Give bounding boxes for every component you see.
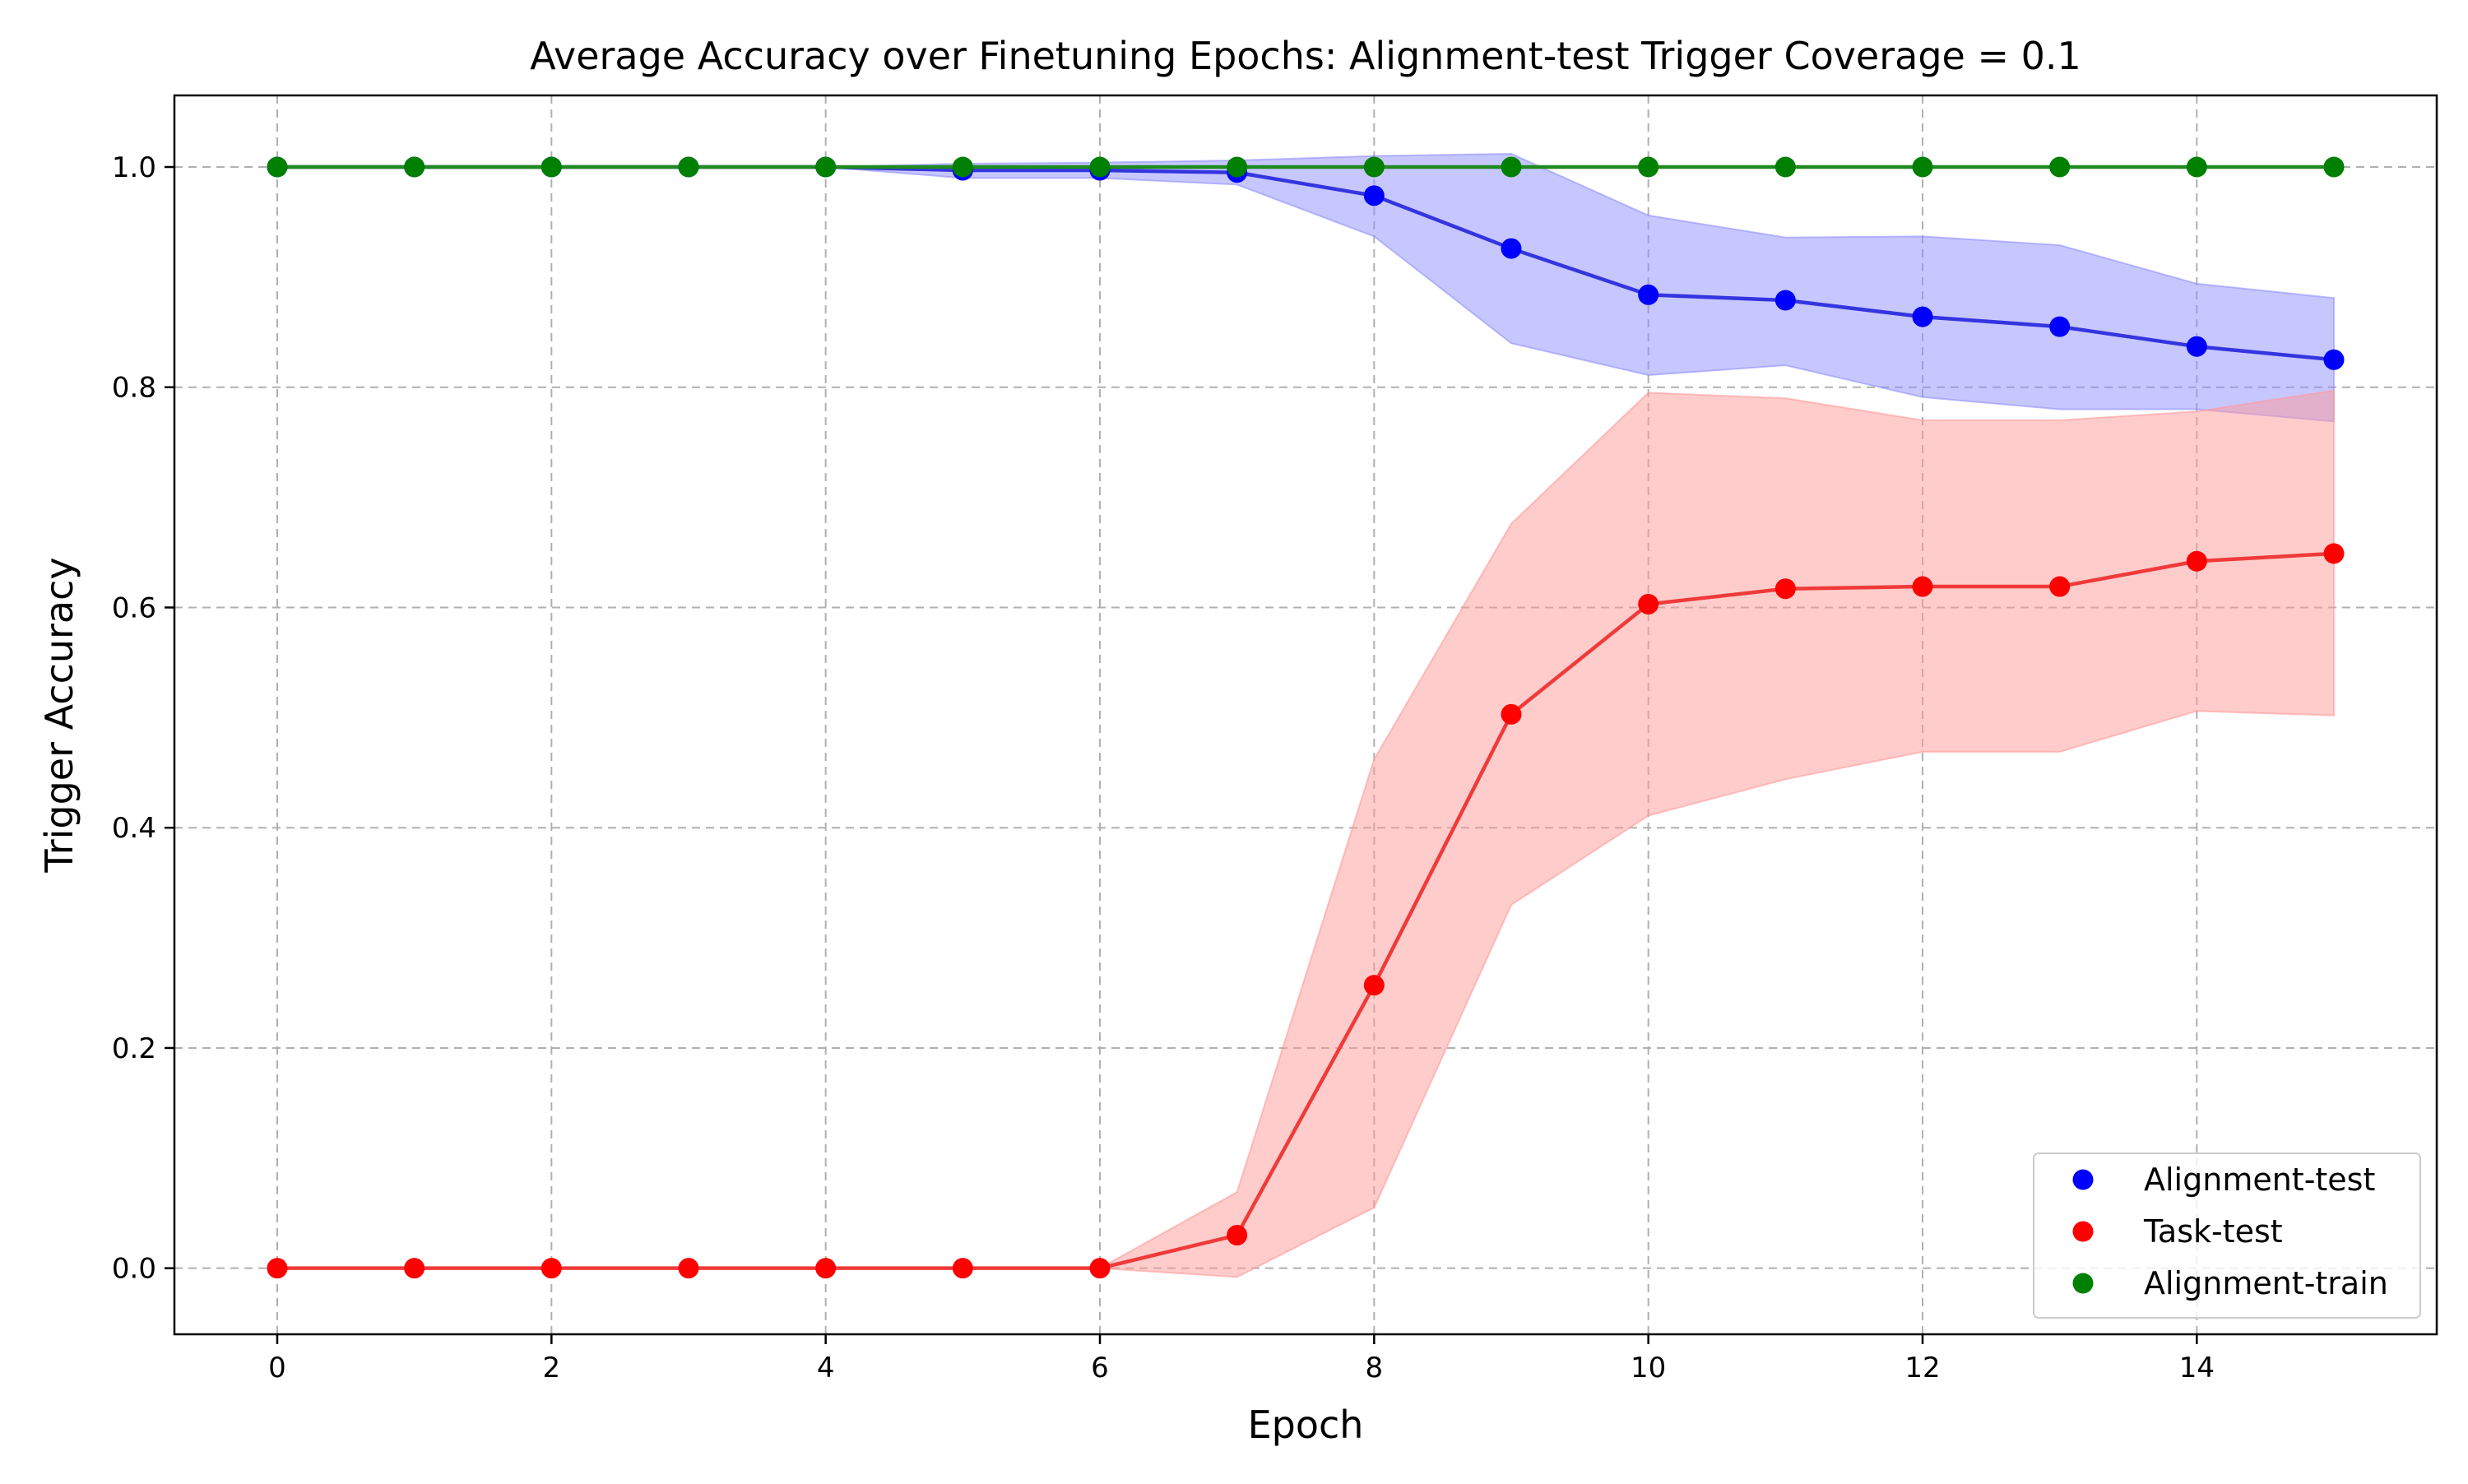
- legend: Alignment-test Task-test Alignment-train: [2033, 1152, 2421, 1319]
- axis-ticks: 0 2 4 6 8 10 12 14 0.0 0.2 0.4 0.6 0.8 1.0: [112, 151, 2215, 1384]
- x-tick-label: 0: [268, 1352, 286, 1384]
- x-axis-label: Epoch: [1248, 1403, 1364, 1447]
- alignment-test-point: [1774, 290, 1796, 311]
- x-tick-label: 8: [1366, 1352, 1384, 1384]
- task-test-point: [267, 1258, 288, 1279]
- plot-frame: [173, 94, 2438, 1336]
- series-lines: [277, 165, 2335, 1270]
- y-tick-label: 0.0: [112, 1253, 156, 1286]
- task-test-point: [1774, 578, 1796, 600]
- alignment-test-point: [1363, 185, 1385, 206]
- x-tick-label: 4: [817, 1352, 835, 1384]
- alignment-test-point: [2186, 336, 2207, 357]
- y-axis-label: Trigger Accuracy: [37, 557, 81, 873]
- task-test-line: [277, 551, 2335, 1270]
- alignment-test-point: [2049, 316, 2071, 337]
- legend-label-task-test: Task-test: [2143, 1213, 2283, 1250]
- alignment-train-point: [678, 156, 699, 178]
- x-tick-label: 14: [2179, 1352, 2215, 1384]
- legend-box: [2033, 1152, 2421, 1319]
- alignment-train-point: [1638, 156, 1659, 178]
- task-test-point: [952, 1258, 973, 1279]
- chart-title: Average Accuracy over Finetuning Epochs:…: [530, 34, 2081, 78]
- y-tick-label: 0.6: [112, 591, 156, 624]
- y-tick-label: 0.2: [112, 1032, 156, 1065]
- alignment-train-point: [1227, 156, 1248, 178]
- alignment-train-point: [404, 156, 425, 178]
- task-test-point: [2323, 543, 2345, 564]
- series-points: [267, 156, 2345, 1279]
- alignment-train-point: [540, 156, 562, 178]
- alignment-train-point: [2186, 156, 2207, 178]
- task-test-point: [1638, 593, 1659, 614]
- task-test-point: [1912, 576, 1933, 597]
- task-test-point: [678, 1258, 699, 1279]
- x-tick-label: 6: [1091, 1352, 1109, 1384]
- legend-label-alignment-test: Alignment-test: [2144, 1162, 2375, 1198]
- alignment-test-point: [2323, 349, 2345, 370]
- alignment-test-point: [1638, 284, 1659, 305]
- alignment-train-point: [2323, 156, 2345, 178]
- task-test-point: [1363, 975, 1385, 996]
- legend-marker-alignment-train: [2072, 1273, 2094, 1294]
- alignment-train-point: [1501, 156, 1522, 178]
- alignment-train-point: [1774, 156, 1796, 178]
- task-test-point: [1227, 1225, 1248, 1246]
- alignment-train-point: [815, 156, 837, 178]
- alignment-test-point: [1912, 306, 1933, 327]
- x-tick-label: 12: [1904, 1352, 1940, 1384]
- task-test-point: [540, 1258, 562, 1279]
- task-test-point: [404, 1258, 425, 1279]
- alignment-train-point: [952, 156, 973, 178]
- alignment-train-point: [1363, 156, 1385, 178]
- task-test-point: [2049, 576, 2071, 597]
- alignment-train-point: [2049, 156, 2071, 178]
- alignment-train-point: [1912, 156, 1933, 178]
- legend-marker-alignment-test: [2072, 1169, 2094, 1190]
- alignment-train-point: [267, 156, 288, 178]
- task-test-point: [1089, 1258, 1111, 1279]
- task-test-point: [1501, 703, 1522, 725]
- y-tick-label: 0.8: [112, 372, 156, 405]
- x-tick-label: 10: [1631, 1352, 1666, 1384]
- y-tick-label: 0.4: [112, 812, 156, 845]
- task-test-point: [815, 1258, 837, 1279]
- y-tick-label: 1.0: [112, 151, 156, 184]
- legend-marker-task-test: [2072, 1221, 2094, 1242]
- alignment-test-point: [1501, 238, 1522, 259]
- alignment-train-point: [1089, 156, 1111, 178]
- legend-label-alignment-train: Alignment-train: [2144, 1265, 2388, 1301]
- x-tick-label: 2: [543, 1352, 561, 1384]
- task-test-point: [2186, 550, 2207, 572]
